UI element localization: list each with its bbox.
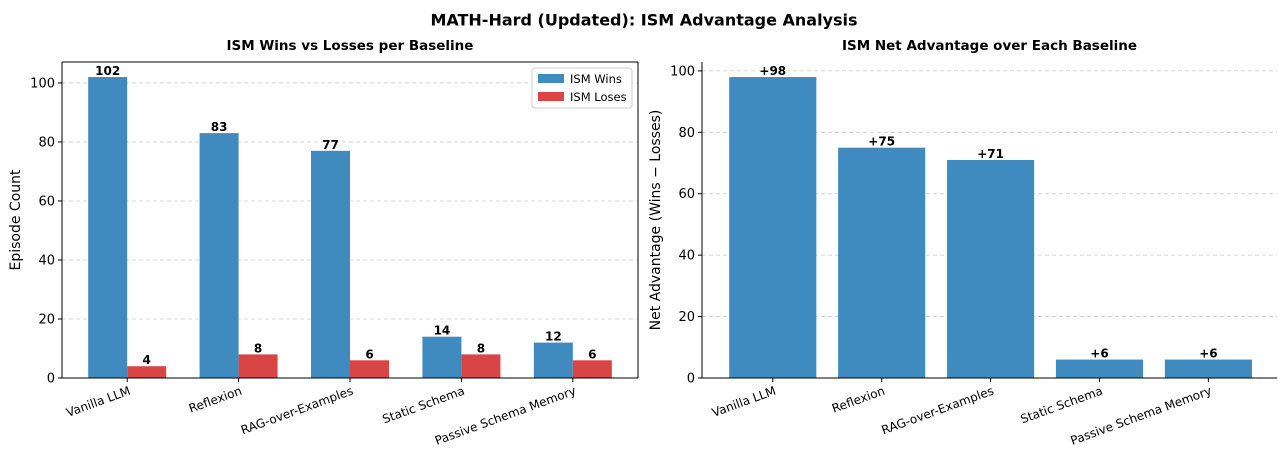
- value-label: 8: [477, 341, 485, 355]
- value-label: +98: [759, 64, 786, 78]
- y-axis-label: Net Advantage (Wins − Losses): [648, 110, 664, 331]
- y-tick-label: 60: [38, 194, 55, 209]
- bar: [1164, 359, 1252, 378]
- x-tick-label: Static Schema: [1019, 384, 1105, 427]
- value-label: +6: [1090, 347, 1108, 361]
- y-tick-label: 0: [687, 372, 695, 387]
- value-label: 4: [142, 353, 150, 367]
- value-label: 83: [211, 120, 228, 134]
- x-tick-label: Reflexion: [187, 384, 244, 416]
- figure-title: MATH-Hard (Updated): ISM Advantage Analy…: [430, 11, 857, 30]
- legend-label: ISM Loses: [570, 90, 627, 104]
- legend-swatch: [538, 92, 564, 101]
- bar: [533, 342, 573, 378]
- y-tick-label: 60: [678, 187, 695, 202]
- chart-title: ISM Net Advantage over Each Baseline: [842, 38, 1137, 54]
- legend-label: ISM Wins: [570, 72, 622, 86]
- value-label: 6: [365, 347, 373, 361]
- bar: [350, 360, 389, 378]
- value-label: +6: [1199, 347, 1217, 361]
- x-tick-label: Reflexion: [830, 384, 887, 416]
- y-axis-label: Episode Count: [8, 169, 24, 271]
- bar: [238, 354, 278, 378]
- bar: [422, 336, 462, 378]
- bar: [199, 133, 239, 378]
- y-tick-label: 80: [678, 126, 695, 141]
- y-tick-label: 40: [678, 249, 695, 264]
- chart-title: ISM Wins vs Losses per Baseline: [227, 38, 474, 54]
- value-label: +75: [868, 135, 895, 149]
- x-tick-label: Static Schema: [380, 384, 466, 427]
- value-label: 14: [434, 324, 451, 338]
- bar: [838, 147, 926, 378]
- bar: [1055, 359, 1144, 378]
- bar: [461, 354, 501, 378]
- x-tick-label: RAG-over-Examples: [880, 384, 996, 438]
- x-tick-label: RAG-over-Examples: [239, 384, 355, 438]
- x-tick-label: Vanilla LLM: [64, 384, 132, 420]
- value-label: 77: [322, 138, 339, 152]
- y-tick-label: 100: [30, 76, 55, 91]
- y-tick-label: 40: [38, 253, 55, 268]
- y-tick-label: 20: [38, 312, 55, 327]
- bar: [311, 150, 350, 378]
- bar: [947, 159, 1035, 378]
- value-label: 6: [588, 347, 596, 361]
- y-tick-label: 20: [678, 310, 695, 325]
- value-label: 102: [95, 64, 120, 78]
- bar: [88, 77, 128, 379]
- y-tick-label: 100: [670, 64, 695, 79]
- value-label: 12: [545, 330, 562, 344]
- bar: [572, 360, 612, 378]
- y-tick-label: 0: [47, 372, 55, 387]
- value-label: 8: [254, 341, 262, 355]
- value-label: +71: [977, 147, 1004, 161]
- legend-swatch: [538, 74, 564, 83]
- y-tick-label: 80: [38, 135, 55, 150]
- bar: [729, 77, 817, 379]
- x-tick-label: Vanilla LLM: [710, 384, 778, 420]
- bar: [127, 366, 167, 378]
